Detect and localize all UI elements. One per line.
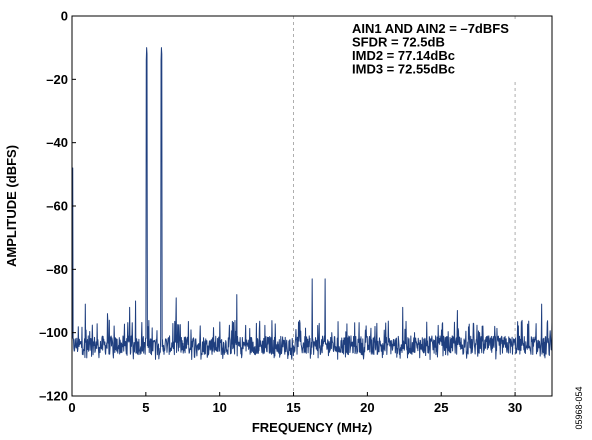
y-tick-label: –80 — [46, 262, 68, 277]
y-axis-ticks: 0 –20 –40 –60 –80 –100 –120 — [39, 9, 76, 404]
y-tick-label: –40 — [46, 135, 68, 150]
y-axis-label: AMPLITUDE (dBFS) — [4, 145, 19, 267]
annotation-line: IMD2 = 77.14dBc — [352, 48, 455, 63]
annotation-line: SFDR = 72.5dB — [352, 35, 445, 50]
x-tick-label: 10 — [212, 400, 226, 415]
x-axis-ticks: 0 5 10 15 20 25 30 — [68, 392, 522, 415]
x-tick-label: 15 — [286, 400, 300, 415]
x-tick-label: 5 — [142, 400, 149, 415]
y-tick-label: –60 — [46, 199, 68, 214]
x-tick-label: 0 — [68, 400, 75, 415]
spectrum-line — [71, 47, 553, 360]
y-tick-label: –20 — [46, 72, 68, 87]
annotation-line: AIN1 AND AIN2 = –7dBFS — [352, 21, 509, 36]
annotation-background — [348, 21, 550, 79]
x-tick-label: 30 — [508, 400, 522, 415]
figure-id: 05968-054 — [574, 386, 584, 429]
x-axis-label: FREQUENCY (MHz) — [252, 420, 372, 435]
y-tick-label: –100 — [39, 325, 68, 340]
y-tick-label: –120 — [39, 389, 68, 404]
spectrum-trace — [71, 47, 553, 360]
x-tick-label: 25 — [434, 400, 448, 415]
y-tick-label: 0 — [61, 9, 68, 24]
x-tick-label: 20 — [360, 400, 374, 415]
annotation-line: IMD3 = 72.55dBc — [352, 62, 455, 77]
